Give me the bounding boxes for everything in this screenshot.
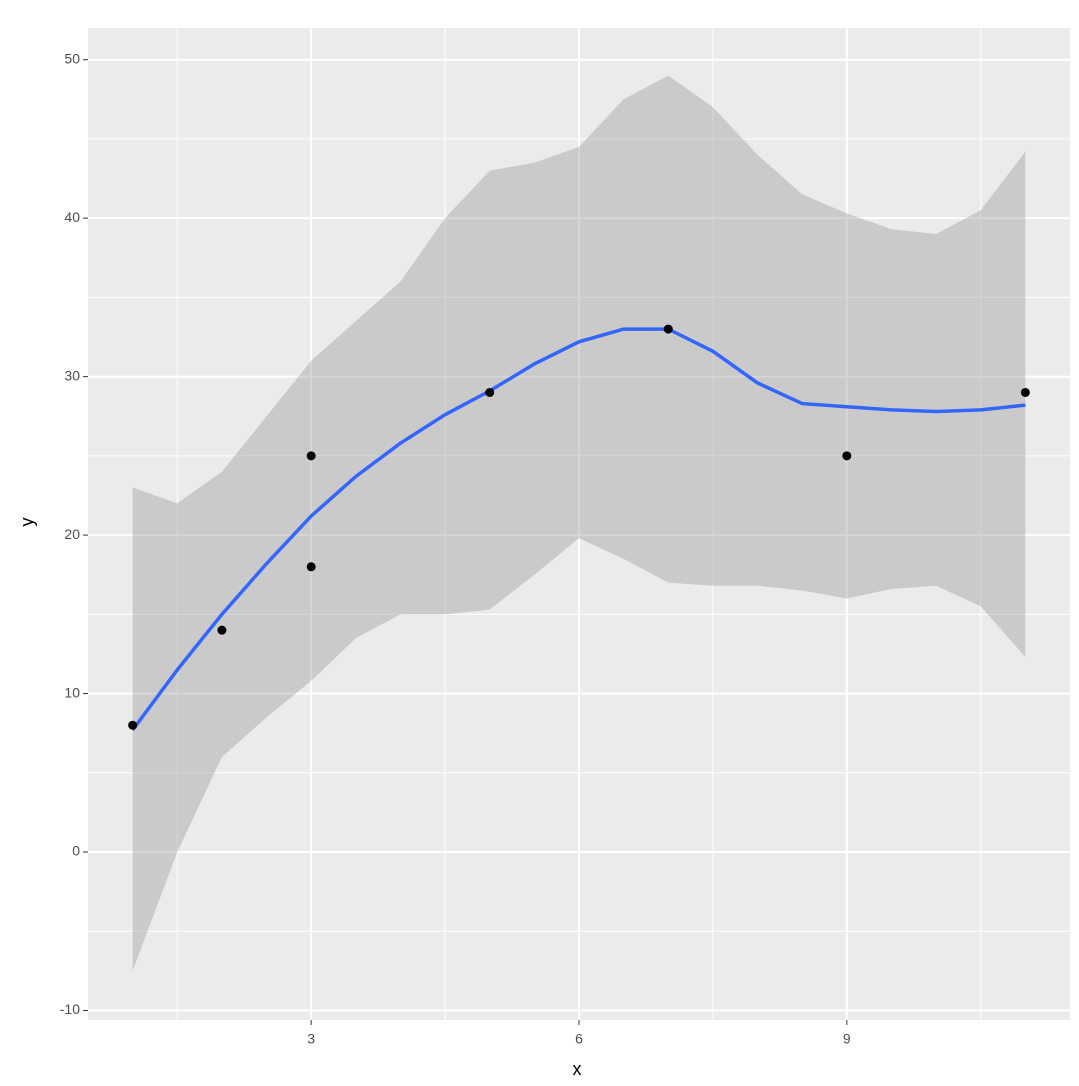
point bbox=[663, 324, 673, 334]
point bbox=[842, 451, 852, 461]
y-tick-label: 20 bbox=[64, 526, 80, 542]
x-tick-label: 9 bbox=[843, 1031, 851, 1047]
y-tick-label: -10 bbox=[60, 1001, 80, 1017]
y-tick-label: 0 bbox=[72, 843, 80, 859]
y-tick-label: 10 bbox=[64, 684, 80, 700]
x-axis-title: x bbox=[573, 1059, 582, 1079]
point bbox=[1020, 387, 1030, 397]
point bbox=[306, 562, 316, 572]
y-tick-label: 40 bbox=[64, 209, 80, 225]
point bbox=[485, 387, 495, 397]
point bbox=[128, 720, 138, 730]
point bbox=[217, 625, 227, 635]
x-tick-label: 6 bbox=[575, 1031, 583, 1047]
y-tick-label: 50 bbox=[64, 50, 80, 66]
smooth-line bbox=[131, 327, 1026, 732]
x-tick-label: 3 bbox=[307, 1031, 315, 1047]
y-tick-label: 30 bbox=[64, 367, 80, 383]
y-axis-title: y bbox=[17, 518, 37, 527]
confidence-band bbox=[132, 75, 1026, 971]
point bbox=[306, 451, 316, 461]
